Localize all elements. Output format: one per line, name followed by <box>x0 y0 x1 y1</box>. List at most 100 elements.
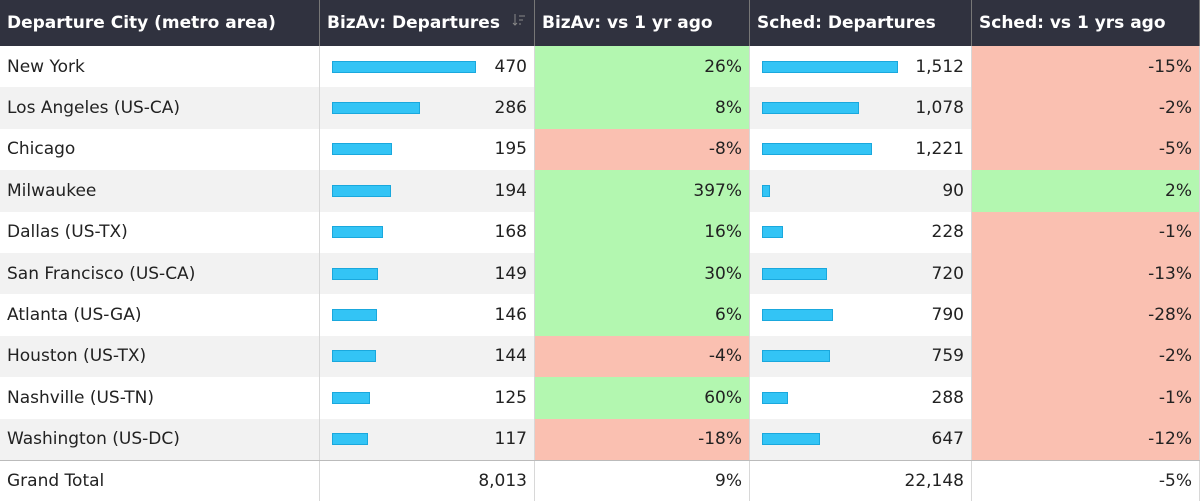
cell-text: New York <box>7 56 85 77</box>
value-cell: 149 <box>320 253 535 295</box>
cell-text: 720 <box>931 263 964 284</box>
city-cell: Chicago <box>0 128 320 171</box>
cell-text: -13% <box>1148 263 1192 284</box>
value-cell: 790 <box>750 294 972 336</box>
value-cell: 30% <box>535 253 750 295</box>
header-text: BizAv: vs 1 yr ago <box>542 13 713 33</box>
total-row: Grand Total 8,013 9% 22,148 -5% <box>0 460 1200 501</box>
cell-text: -1% <box>1158 387 1192 408</box>
value-cell: 125 <box>320 377 535 419</box>
data-row: Milwaukee 194 397% 90 2% <box>0 170 1200 212</box>
value-cell: -2% <box>972 335 1200 378</box>
data-row: Washington (US-DC) 117 -18% 647 -12% <box>0 418 1200 460</box>
cell-text: Chicago <box>7 139 76 160</box>
column-header[interactable]: Sched: vs 1 yrs ago <box>972 0 1200 46</box>
city-cell: Washington (US-DC) <box>0 418 320 460</box>
data-bar <box>762 267 827 280</box>
city-cell: San Francisco (US-CA) <box>0 253 320 295</box>
cell-text: 146 <box>494 305 527 326</box>
value-cell: 1,221 <box>750 128 972 171</box>
cell-text: -5% <box>1158 139 1192 160</box>
column-header[interactable]: Departure City (metro area) <box>0 0 320 46</box>
data-bar <box>762 143 872 156</box>
cell-text: 6% <box>715 305 742 326</box>
value-cell: 117 <box>320 418 535 460</box>
value-cell: -2% <box>972 87 1200 129</box>
sort-icon[interactable] <box>512 12 526 28</box>
data-bar <box>762 226 783 239</box>
value-cell: 194 <box>320 170 535 212</box>
value-cell: -12% <box>972 418 1200 460</box>
cell-text: Milwaukee <box>7 180 97 201</box>
data-row: Houston (US-TX) 144 -4% 759 -2% <box>0 335 1200 378</box>
data-bar <box>762 433 821 446</box>
cell-text: 195 <box>494 139 527 160</box>
data-bar <box>332 102 420 115</box>
cell-text: 26% <box>704 56 742 77</box>
cell-text: Los Angeles (US-CA) <box>7 98 181 119</box>
data-bar <box>762 350 831 363</box>
value-cell: 228 <box>750 211 972 253</box>
value-cell: 90 <box>750 170 972 212</box>
column-header[interactable]: BizAv: Departures <box>320 0 535 46</box>
data-row: San Francisco (US-CA) 149 30% 720 -13% <box>0 253 1200 295</box>
data-bar <box>762 184 771 197</box>
city-cell: Atlanta (US-GA) <box>0 294 320 336</box>
data-row: New York 470 26% 1,512 -15% <box>0 46 1200 88</box>
data-bar <box>332 350 377 363</box>
cell-text: 8% <box>715 98 742 119</box>
value-cell: 288 <box>750 377 972 419</box>
data-bar <box>762 102 859 115</box>
data-bar <box>762 309 834 322</box>
city-cell: Los Angeles (US-CA) <box>0 87 320 129</box>
column-header[interactable]: Sched: Departures <box>750 0 972 46</box>
cell-text: Washington (US-DC) <box>7 429 180 450</box>
data-bar <box>332 184 392 197</box>
value-cell: -13% <box>972 253 1200 295</box>
cell-text: Atlanta (US-GA) <box>7 305 142 326</box>
value-cell: 9% <box>535 461 750 501</box>
cell-text: 90 <box>942 180 964 201</box>
value-cell: 16% <box>535 211 750 253</box>
cell-text: 194 <box>494 180 527 201</box>
cell-text: Nashville (US-TN) <box>7 387 155 408</box>
cell-text: Dallas (US-TX) <box>7 222 128 243</box>
cell-text: 1,221 <box>915 139 964 160</box>
cell-text: 397% <box>693 180 742 201</box>
data-bar <box>762 60 898 73</box>
value-cell: -15% <box>972 46 1200 88</box>
cell-text: 60% <box>704 387 742 408</box>
value-cell: 1,512 <box>750 46 972 88</box>
value-cell: 6% <box>535 294 750 336</box>
data-row: Chicago 195 -8% 1,221 -5% <box>0 128 1200 171</box>
header-text: BizAv: Departures <box>327 13 500 33</box>
value-cell: 2% <box>972 170 1200 212</box>
cell-text: -2% <box>1158 98 1192 119</box>
cell-text: 759 <box>931 346 964 367</box>
value-cell: 26% <box>535 46 750 88</box>
value-cell: -18% <box>535 418 750 460</box>
cell-text: 1,512 <box>915 56 964 77</box>
data-bar <box>332 391 371 404</box>
value-cell: 720 <box>750 253 972 295</box>
city-cell: Nashville (US-TN) <box>0 377 320 419</box>
value-cell: 647 <box>750 418 972 460</box>
value-cell: 146 <box>320 294 535 336</box>
cell-text: -12% <box>1148 429 1192 450</box>
value-cell: -1% <box>972 377 1200 419</box>
cell-text: 9% <box>715 471 742 491</box>
header-text: Departure City (metro area) <box>7 13 276 33</box>
value-cell: -28% <box>972 294 1200 336</box>
cell-text: -8% <box>708 139 742 160</box>
data-row: Los Angeles (US-CA) 286 8% 1,078 -2% <box>0 87 1200 129</box>
column-header[interactable]: BizAv: vs 1 yr ago <box>535 0 750 46</box>
cell-text: -15% <box>1148 56 1192 77</box>
data-bar <box>332 267 378 280</box>
data-row: Nashville (US-TN) 125 60% 288 -1% <box>0 377 1200 419</box>
cell-text: Grand Total <box>7 471 105 491</box>
cell-text: 149 <box>494 263 527 284</box>
header-row: Departure City (metro area) BizAv: Depart… <box>0 0 1200 46</box>
value-cell: -8% <box>535 128 750 171</box>
header-text: Sched: vs 1 yrs ago <box>979 13 1166 33</box>
cell-text: 16% <box>704 222 742 243</box>
